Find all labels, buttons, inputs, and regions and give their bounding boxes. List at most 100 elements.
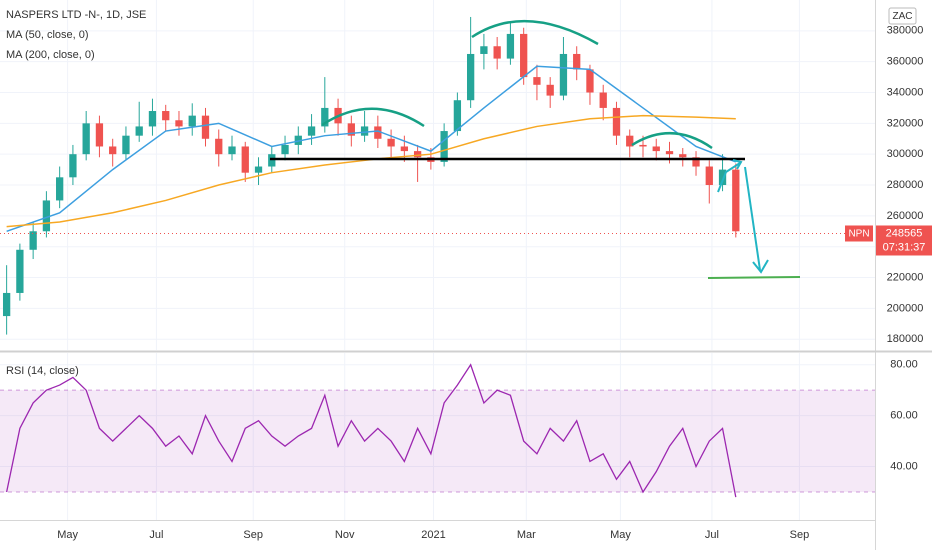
x-tick-label: 2021 [421,529,445,541]
y-tick-label: 180000 [887,333,924,345]
candle-body [506,33,515,59]
candle-body [56,177,64,201]
candle-body [2,292,11,317]
candle-body [281,144,289,155]
candle-body [82,123,90,155]
candle-body [294,135,302,145]
candle-body [135,126,143,136]
candle-body [122,135,130,155]
arrow-head [732,159,743,170]
candle-body [440,131,448,162]
x-tick-label: Mar [517,529,536,541]
target-arrow [744,166,761,271]
y-tick-label: 80.00 [890,359,918,371]
candle-body [573,53,581,70]
chart-title: NASPERS LTD -N-, 1D, JSE [6,9,146,21]
candle-body [254,166,263,173]
candle-body [69,154,77,178]
candle-body [215,138,223,155]
legend-entry: MA (50, close, 0) [6,29,89,41]
candle-body [360,126,369,136]
candle-body [626,135,634,147]
symbol-label: NPN [848,229,869,240]
y-tick-label: 40.00 [890,460,918,472]
candle-body [665,151,674,155]
candle-body [493,46,501,59]
x-tick-label: Nov [335,529,355,541]
candle-body [732,169,740,232]
shoulder-arc [631,132,713,150]
y-tick-label: 360000 [887,56,924,68]
candle-body [413,151,422,158]
pullback-arrow [717,162,741,193]
arrow-head [752,259,769,274]
candle-body [162,111,170,121]
candle-body [599,92,607,108]
grid [0,0,875,520]
candle-body [718,169,727,186]
y-tick-label: 220000 [887,271,924,283]
candle-body [480,46,488,54]
target-line [707,276,801,279]
candle-body [692,157,700,167]
rsi-line [5,363,737,498]
candle-body [559,53,568,96]
x-tick-label: May [57,529,78,541]
candle-body [639,144,647,147]
candle-body [268,154,276,167]
candle-body [321,107,329,127]
candle-body [347,123,355,136]
head-arc [471,19,599,46]
candle-body [188,115,196,127]
y-tick-label: 260000 [887,210,924,222]
scale-button[interactable] [888,7,917,25]
x-tick-label: Jul [149,529,163,541]
candle-body [546,84,554,96]
candle-body [307,126,316,136]
price-box [876,225,932,256]
x-tick-label: Sep [243,529,263,541]
candle-body [374,126,382,139]
candle-body [387,138,395,147]
candle-body [175,120,183,127]
shoulder-arc [321,107,425,128]
scale-label[interactable]: ZAC [893,11,913,22]
y-tick-label: 340000 [887,86,924,98]
candle-body [42,200,51,232]
price-label: 248565 [886,227,923,239]
candle-body [109,146,117,155]
x-tick-label: May [610,529,631,541]
rsi-band [0,390,875,492]
candle-body [400,146,409,152]
candle-body [679,154,687,158]
candle-body [533,77,541,85]
symbol-box [845,225,873,242]
marks [0,16,875,498]
candle-body [241,146,249,173]
y-tick-label: 200000 [887,302,924,314]
candle-body [520,33,528,78]
candle-body [29,231,37,250]
candle-body [586,69,594,93]
moving-average [6,65,737,232]
candle-body [705,166,713,186]
y-tick-label: 280000 [887,179,924,191]
candle-body [612,107,621,136]
y-tick-label: 320000 [887,117,924,129]
candle-body [652,146,660,152]
y-tick-label: 380000 [887,25,924,37]
candle-body [228,146,236,155]
y-tick-label: 60.00 [890,410,918,422]
y-tick-label: 300000 [887,148,924,160]
x-tick-label: Sep [790,529,810,541]
candle-body [201,115,210,139]
rsi-title: RSI (14, close) [6,365,79,377]
candle-body [466,53,475,101]
legend-entry: MA (200, close, 0) [6,49,95,61]
candle-body [453,100,462,132]
candle-body [148,111,157,127]
countdown-label: 07:31:37 [883,241,926,253]
x-tick-label: Jul [705,529,719,541]
